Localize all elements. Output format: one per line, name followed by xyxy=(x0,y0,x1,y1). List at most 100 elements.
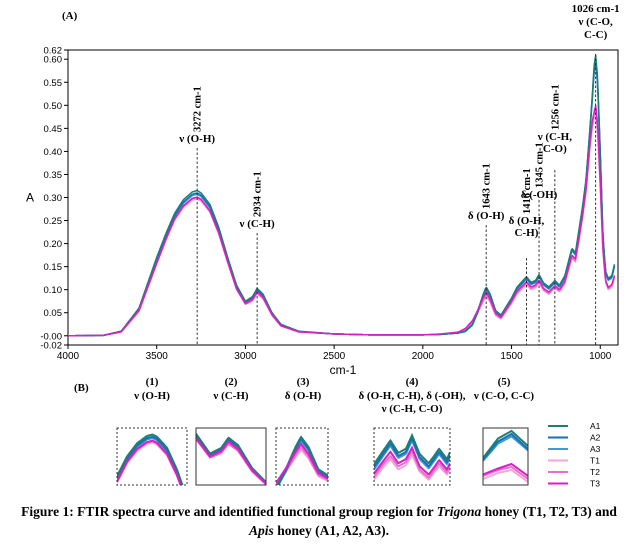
y-tick-label: -0.02 xyxy=(40,341,62,352)
caption-italic-apis: Apis xyxy=(249,523,274,538)
caption-part-1: Figure 1: FTIR spectra curve and identif… xyxy=(21,504,437,519)
x-tick-label: 2500 xyxy=(323,351,346,362)
zoom-panels: (1) ν (O-H) (2) ν (C-H) (3) δ (O-H) (4) δ (O-H,… xyxy=(116,376,535,486)
zoom-series-line-t2 xyxy=(374,448,450,479)
zoom-panel-number: (4) xyxy=(406,376,419,388)
zoom-series-line-t3 xyxy=(374,445,450,476)
zoom-series-line-a2 xyxy=(483,432,528,461)
zoom-series-line-t3 xyxy=(483,462,528,477)
y-tick-label: 0.30 xyxy=(44,193,63,204)
annotation-label: C-H) xyxy=(515,227,539,239)
zoom-panel-label: δ (O-H, C-H), δ (-OH), xyxy=(358,390,465,402)
annotation-label: C-C) xyxy=(584,29,608,41)
zoom-series-line-t3 xyxy=(276,442,328,484)
annotation-label: δ (-OH) xyxy=(521,189,558,201)
zoom-series-line-t3 xyxy=(196,437,266,485)
panel-b-label: (B) xyxy=(74,382,89,394)
zoom-series-line-t2 xyxy=(196,438,266,485)
zoom-series-line-t2 xyxy=(483,465,528,480)
y-axis-label: A xyxy=(26,191,34,205)
zoom-series-line-a1 xyxy=(483,429,528,459)
annotation-label: ν (O-H) xyxy=(178,133,215,145)
y-tick-label: 0.25 xyxy=(44,216,63,227)
x-tick-label: 1000 xyxy=(589,351,612,362)
zoom-panel-frame xyxy=(482,427,529,486)
y-tick-label: 0.45 xyxy=(44,124,63,135)
annotation-wavenumber: 3272 cm-1 xyxy=(193,86,204,132)
annotation-label: δ (O-H) xyxy=(468,210,505,222)
zoom-series-line-t1 xyxy=(374,452,450,481)
y-tick-label: 0.60 xyxy=(44,55,63,66)
annotation-wavenumber: 1345 cm-1 xyxy=(535,142,546,188)
legend-label-t1: T1 xyxy=(590,456,600,466)
y-tick-label: 0.55 xyxy=(44,78,63,89)
x-tick-label: 4000 xyxy=(57,351,80,362)
zoom-panel-number: (5) xyxy=(498,376,511,388)
zoom-series-line-t1 xyxy=(483,468,528,483)
annotation-wavenumber: 2934 cm-1 xyxy=(253,171,264,217)
y-tick-label: 0.50 xyxy=(44,101,63,112)
zoom-panel-frame xyxy=(373,427,451,486)
annotation-wavenumber: 1643 cm-1 xyxy=(482,163,493,209)
annotation-label: δ (O-H, xyxy=(509,215,545,227)
y-tick-label: 0.40 xyxy=(44,147,63,158)
caption-part-3: honey (A1, A2, A3). xyxy=(273,523,389,538)
zoom-panel-label: ν (C-O, C-C) xyxy=(473,390,535,402)
zoom-panel-number: (1) xyxy=(146,376,159,388)
zoom-panel-label: ν (C-H) xyxy=(212,390,248,402)
main-chart: 4000 3500 3000 2500 2000 1500 1000 -0.02-0.00 0.… xyxy=(26,3,620,377)
zoom-series-line-a1 xyxy=(374,432,450,465)
figure-caption: Figure 1: FTIR spectra curve and identif… xyxy=(8,502,630,540)
y-tick-label: 0.15 xyxy=(44,262,63,273)
annotation-label: ν (C-H, xyxy=(537,131,572,143)
x-tick-label: 3500 xyxy=(146,351,169,362)
zoom-panel-plot xyxy=(117,433,184,485)
panel-a-label: (A) xyxy=(62,10,78,22)
caption-part-2: honey (T1, T2, T3) and xyxy=(481,504,617,519)
zoom-series-line-t2 xyxy=(276,445,328,485)
y-tick-label: 0.10 xyxy=(44,285,63,296)
x-tick-label: 1500 xyxy=(500,351,523,362)
x-tick-label: 3000 xyxy=(234,351,257,362)
zoom-series-line-a3 xyxy=(483,435,528,462)
legend-label-a3: A3 xyxy=(590,444,601,454)
y-tick-label: 0.20 xyxy=(44,239,63,250)
y-tick-label: 0.35 xyxy=(44,170,63,181)
legend-label-t2: T2 xyxy=(590,467,600,477)
x-tick-label: 2000 xyxy=(412,351,435,362)
annotation-label: ν (C-O, xyxy=(578,16,613,28)
zoom-series-line-a1 xyxy=(196,433,266,483)
legend-label-t3: T3 xyxy=(590,479,600,489)
annotation-wavenumber: 1416 cm-1 xyxy=(522,168,533,214)
y-tick-label: 0.62 xyxy=(44,46,63,57)
zoom-panel-plot xyxy=(374,432,450,481)
series-line-t3 xyxy=(67,105,616,337)
zoom-panel-frame xyxy=(116,427,188,486)
y-tick-label: -0.00 xyxy=(40,331,62,342)
zoom-panel-frame xyxy=(275,427,329,486)
x-axis-label: cm-1 xyxy=(330,363,357,377)
zoom-series-line-a2 xyxy=(374,435,450,468)
annotation-label: 1026 cm-1 xyxy=(572,3,620,15)
zoom-panel-plot xyxy=(483,429,528,483)
zoom-panel-frame xyxy=(195,427,267,486)
zoom-series-line-t3 xyxy=(117,439,182,485)
zoom-panel-label: δ (O-H) xyxy=(285,390,322,402)
zoom-series-line-a1 xyxy=(117,433,184,485)
zoom-panel-label: ν (O-H) xyxy=(133,390,170,402)
zoom-panel-number: (3) xyxy=(297,376,310,388)
y-tick-label: 0.05 xyxy=(44,308,63,319)
annotation-wavenumber: 1256 cm-1 xyxy=(550,84,561,130)
caption-italic-trigona: Trigona xyxy=(436,504,482,519)
annotation-label: ν (C-H) xyxy=(239,218,275,230)
zoom-panel-plot xyxy=(196,433,266,485)
annotation-label: C-O) xyxy=(543,143,567,155)
legend-label-a1: A1 xyxy=(590,421,601,431)
zoom-panel-label: ν (C-H, C-O) xyxy=(381,403,443,415)
legend-label-a2: A2 xyxy=(590,433,601,443)
zoom-panel-plot xyxy=(276,435,328,485)
zoom-series-line-t1 xyxy=(276,448,328,485)
zoom-panel-number: (2) xyxy=(225,376,238,388)
